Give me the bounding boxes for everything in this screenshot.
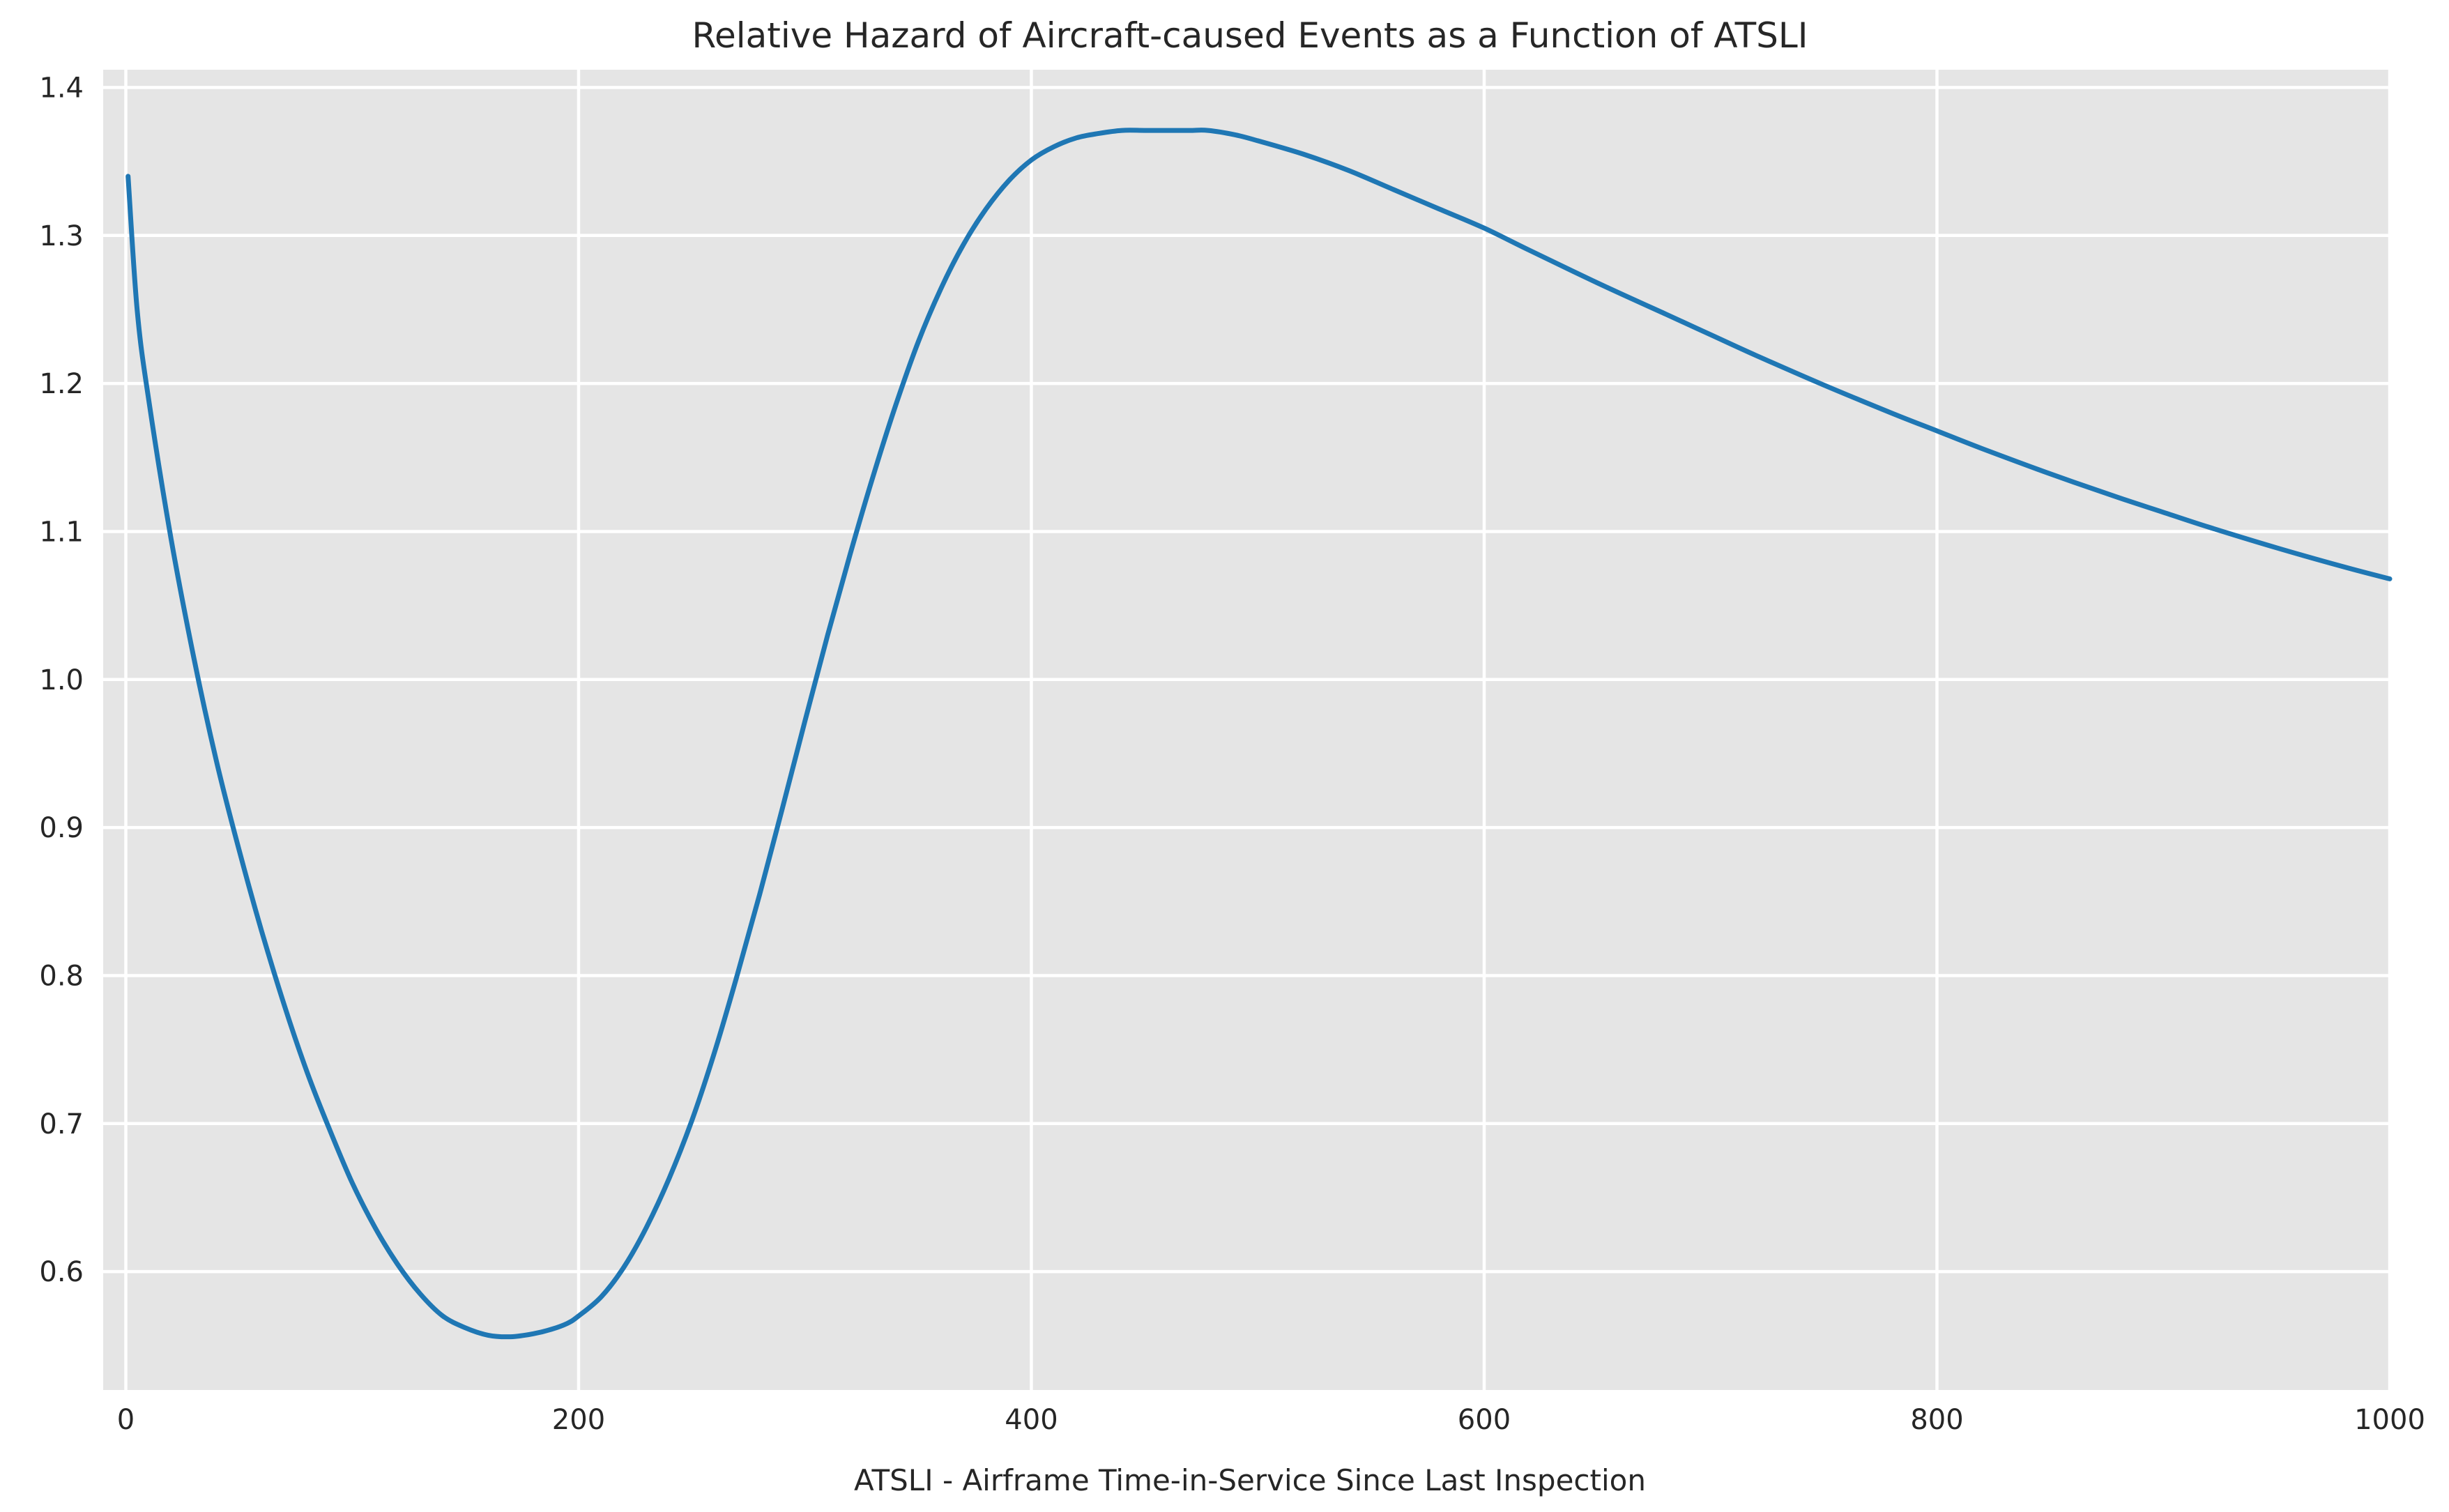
x-axis-label: ATSLI - Airframe Time-in-Service Since L… [854, 1463, 1646, 1497]
y-tick-label: 1.4 [39, 72, 84, 104]
hazard-curve [125, 128, 2393, 1340]
y-tick-labels: 0.6 0.7 0.8 0.9 1.0 1.1 1.2 1.3 1.4 [39, 72, 84, 1288]
chart-title: Relative Hazard of Aircraft-caused Event… [692, 15, 1808, 56]
y-tick-label: 1.2 [39, 368, 84, 400]
y-tick-label: 1.1 [39, 516, 84, 548]
y-tick-label: 0.7 [39, 1108, 84, 1140]
y-tick-label: 1.3 [39, 220, 84, 252]
y-tick-label: 0.6 [39, 1256, 84, 1288]
x-tick-label: 0 [117, 1404, 135, 1436]
plot-area [103, 70, 2390, 1390]
x-gridlines [124, 70, 2392, 1390]
y-tick-label: 0.9 [39, 812, 84, 844]
x-tick-label: 1000 [2354, 1404, 2425, 1436]
y-gridlines [103, 86, 2390, 1274]
x-tick-label: 600 [1458, 1404, 1511, 1436]
x-tick-label: 200 [552, 1404, 605, 1436]
y-tick-label: 1.0 [39, 664, 84, 696]
x-tick-label: 800 [1910, 1404, 1963, 1436]
x-tick-labels: 0 200 400 600 800 1000 [117, 1404, 2425, 1436]
x-tick-label: 400 [1005, 1404, 1058, 1436]
y-tick-label: 0.8 [39, 960, 84, 992]
